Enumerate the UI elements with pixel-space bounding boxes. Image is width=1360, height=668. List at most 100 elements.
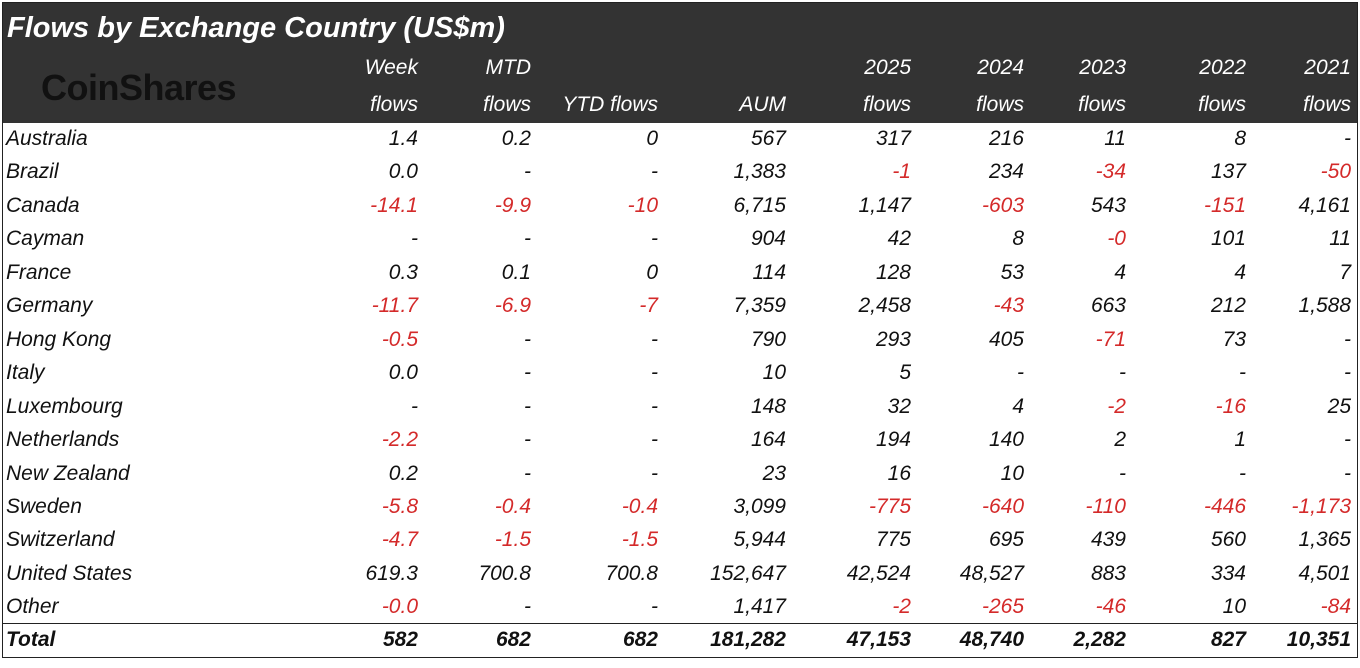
column-header: flows	[1198, 93, 1246, 116]
cell: 10	[1000, 461, 1024, 485]
cell: 790	[750, 327, 786, 351]
cell: -	[651, 361, 658, 385]
row-label: Netherlands	[6, 428, 120, 452]
cell: -	[524, 327, 531, 351]
total-cell: 827	[1210, 628, 1246, 651]
cell: -	[1344, 461, 1351, 485]
cell: 775	[875, 528, 911, 552]
cell: -1.5	[494, 528, 531, 552]
cell: 1,417	[733, 595, 786, 619]
cell: -10	[627, 193, 658, 217]
cell: -	[411, 394, 418, 418]
column-header: AUM	[739, 93, 786, 116]
row-label: Germany	[6, 294, 93, 318]
cell: -11.7	[371, 294, 418, 318]
cell: 1,365	[1298, 528, 1351, 552]
column-header: flows	[483, 93, 531, 116]
cell: 663	[1090, 294, 1126, 318]
column-header: 2023	[1079, 56, 1126, 79]
cell: 439	[1090, 528, 1126, 552]
column-header: flows	[1078, 93, 1126, 116]
column-header: MTD	[485, 56, 532, 79]
cell: -	[1344, 327, 1351, 351]
cell: 11	[1329, 227, 1351, 251]
cell: -640	[981, 494, 1024, 518]
cell: 0.2	[501, 127, 531, 150]
row-label: Switzerland	[6, 528, 115, 552]
total-cell: 48,740	[959, 628, 1024, 651]
cell: 1.4	[388, 127, 418, 150]
cell: -2	[1107, 394, 1126, 418]
cell: -110	[1085, 494, 1126, 518]
cell: 4,161	[1298, 193, 1351, 217]
cell: 4	[1012, 394, 1024, 418]
cell: -1.5	[621, 528, 658, 552]
cell: -6.9	[494, 294, 531, 318]
cell: 334	[1210, 561, 1246, 585]
cell: -	[651, 428, 658, 452]
cell: 25	[1327, 394, 1351, 418]
cell: -	[1017, 361, 1024, 385]
cell: 48,527	[959, 561, 1024, 585]
cell: -5.8	[381, 494, 418, 518]
cell: -71	[1095, 327, 1126, 351]
row-label: Cayman	[6, 227, 85, 251]
cell: -265	[981, 595, 1024, 619]
cell: -	[651, 595, 658, 619]
row-label: Luxembourg	[6, 394, 123, 418]
cell: 293	[875, 327, 911, 351]
cell: 0.2	[388, 461, 418, 485]
cell: -9.9	[494, 193, 531, 217]
cell: -	[524, 160, 531, 184]
cell: 4	[1114, 260, 1126, 284]
cell: 700.8	[478, 561, 531, 585]
cell: 53	[1000, 260, 1024, 284]
column-header: 2022	[1199, 56, 1246, 79]
cell: 42	[887, 227, 911, 251]
cell: 114	[752, 260, 786, 284]
total-label: Total	[6, 628, 56, 651]
column-header: Week	[364, 56, 418, 79]
cell: -43	[993, 294, 1024, 318]
cell: 73	[1222, 327, 1246, 351]
cell: -151	[1203, 193, 1246, 217]
cell: 137	[1210, 160, 1246, 184]
cell: 140	[988, 428, 1024, 452]
cell: 234	[988, 160, 1024, 184]
cell: -	[1344, 428, 1351, 452]
cell: 3,099	[733, 494, 786, 518]
total-cell: 582	[382, 628, 418, 651]
row-label: Sweden	[6, 494, 82, 518]
cell: 148	[750, 394, 786, 418]
row-label: Hong Kong	[6, 327, 112, 351]
cell: -0.4	[494, 494, 531, 518]
cell: 1,147	[858, 193, 911, 217]
cell: 619.3	[365, 561, 418, 585]
cell: 7	[1339, 260, 1351, 284]
row-label: France	[6, 260, 72, 284]
cell: -	[524, 595, 531, 619]
cell: -	[524, 361, 531, 385]
cell: 1,588	[1298, 294, 1351, 318]
column-header: flows	[976, 93, 1024, 116]
cell: 216	[988, 127, 1024, 150]
column-header: flows	[1303, 93, 1351, 116]
cell: -603	[981, 193, 1024, 217]
cell: -	[524, 461, 531, 485]
cell: -	[1344, 127, 1351, 150]
cell: 6,715	[733, 193, 786, 217]
cell: 11	[1104, 127, 1126, 150]
cell: -	[411, 227, 418, 251]
cell: -	[651, 461, 658, 485]
cell: 405	[988, 327, 1024, 351]
cell: -	[524, 428, 531, 452]
cell: -	[651, 160, 658, 184]
cell: -2.2	[381, 428, 418, 452]
cell: -	[524, 394, 531, 418]
cell: 883	[1090, 561, 1126, 585]
cell: 23	[762, 461, 786, 485]
cell: -	[1344, 361, 1351, 385]
cell: -	[1119, 361, 1126, 385]
cell: 0.3	[388, 260, 418, 284]
cell: 0	[646, 127, 658, 150]
